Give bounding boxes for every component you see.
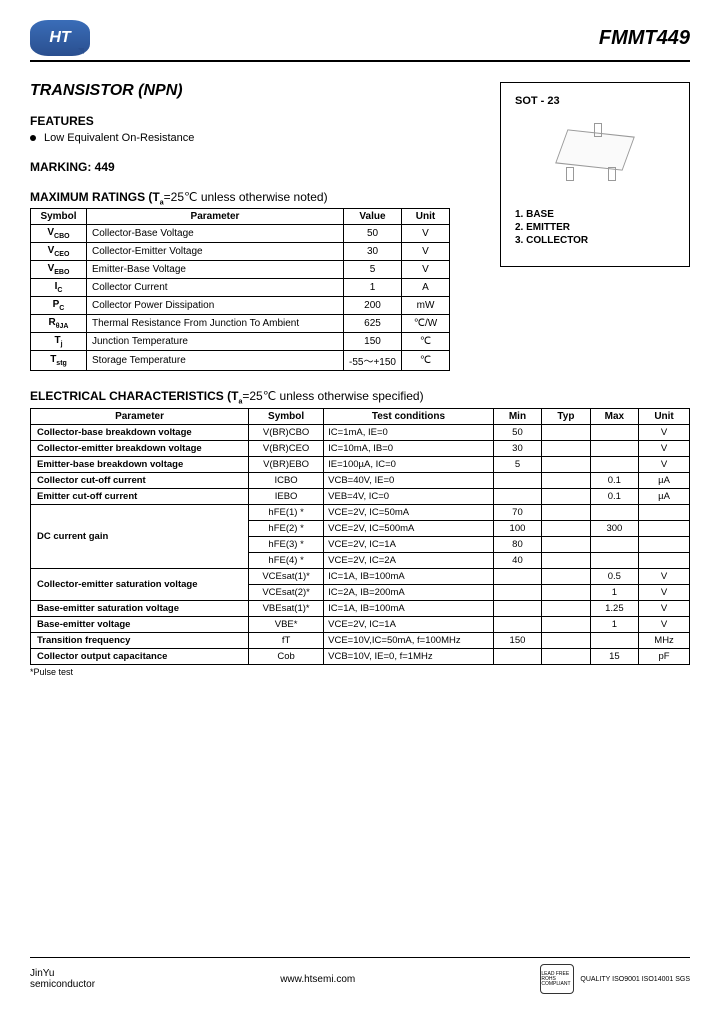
table-row: RθJAThermal Resistance From Junction To … xyxy=(31,315,450,333)
col-parameter: Parameter xyxy=(87,209,344,225)
footer-left: JinYu semiconductor xyxy=(30,968,95,990)
brand-logo: HT xyxy=(30,20,90,56)
footer-cert: LEAD FREE ROHS COMPLIANT QUALITY ISO9001… xyxy=(540,964,690,994)
table-row: Collector-base breakdown voltageV(BR)CBO… xyxy=(31,424,690,440)
pin-3: 3. COLLECTOR xyxy=(515,235,675,246)
marking: MARKING: 449 xyxy=(30,160,480,174)
pin-2: 2. EMITTER xyxy=(515,222,675,233)
page-title: TRANSISTOR (NPN) xyxy=(30,82,480,100)
col-symbol: Symbol xyxy=(31,209,87,225)
features-heading: FEATURES xyxy=(30,114,480,128)
package-diagram xyxy=(530,115,660,195)
pin-labels: 1. BASE 2. EMITTER 3. COLLECTOR xyxy=(515,209,675,246)
feature-item: Low Equivalent On-Resistance xyxy=(30,132,480,144)
table-row: PCCollector Power Dissipation200mW xyxy=(31,297,450,315)
table-row: Collector-emitter breakdown voltageV(BR)… xyxy=(31,440,690,456)
electrical-heading: ELECTRICAL CHARACTERISTICS (Ta=25℃ unles… xyxy=(30,389,690,405)
pin-1: 1. BASE xyxy=(515,209,675,220)
pulse-note: *Pulse test xyxy=(30,667,690,677)
table-row: Base-emitter voltageVBE*VCE=2V, IC=1A1V xyxy=(31,616,690,632)
part-number: FMMT449 xyxy=(599,27,690,50)
table-row: Collector-emitter saturation voltageVCEs… xyxy=(31,568,690,584)
table-row: VCEOCollector-Emitter Voltage30V xyxy=(31,243,450,261)
table-row: Transition frequencyfTVCE=10V,IC=50mA, f… xyxy=(31,632,690,648)
feature-text: Low Equivalent On-Resistance xyxy=(44,132,194,144)
table-row: Collector output capacitanceCobVCB=10V, … xyxy=(31,648,690,664)
ratings-heading: MAXIMUM RATINGS (Ta=25℃ unless otherwise… xyxy=(30,190,480,206)
footer: JinYu semiconductor www.htsemi.com LEAD … xyxy=(30,957,690,994)
table-row: TjJunction Temperature150℃ xyxy=(31,333,450,351)
rohs-icon: LEAD FREE ROHS COMPLIANT xyxy=(540,964,574,994)
electrical-table: Parameter Symbol Test conditions Min Typ… xyxy=(30,408,690,665)
bullet-icon xyxy=(30,135,36,141)
table-row: Emitter cut-off currentIEBOVEB=4V, IC=00… xyxy=(31,488,690,504)
table-row: VCBOCollector-Base Voltage50V xyxy=(31,225,450,243)
table-row: Base-emitter saturation voltageVBEsat(1)… xyxy=(31,600,690,616)
ratings-table: Symbol Parameter Value Unit VCBOCollecto… xyxy=(30,208,450,371)
table-row: ICCollector Current1A xyxy=(31,279,450,297)
table-row: VEBOEmitter-Base Voltage5V xyxy=(31,261,450,279)
logo-text: HT xyxy=(49,29,70,47)
header: HT FMMT449 xyxy=(30,20,690,62)
package-title: SOT - 23 xyxy=(515,95,675,107)
table-row: Emitter-base breakdown voltageV(BR)EBOIE… xyxy=(31,456,690,472)
col-value: Value xyxy=(344,209,402,225)
table-row: TstgStorage Temperature-55～+150℃ xyxy=(31,351,450,371)
cert-text: QUALITY ISO9001 ISO14001 SGS xyxy=(580,976,690,983)
footer-url: www.htsemi.com xyxy=(280,974,355,985)
package-box: SOT - 23 1. BASE 2. EMITTER 3. COLLECTOR xyxy=(500,82,690,267)
table-row: DC current gainhFE(1) *VCE=2V, IC=50mA70 xyxy=(31,504,690,520)
table-row: Collector cut-off currentICBOVCB=40V, IE… xyxy=(31,472,690,488)
col-unit: Unit xyxy=(402,209,450,225)
